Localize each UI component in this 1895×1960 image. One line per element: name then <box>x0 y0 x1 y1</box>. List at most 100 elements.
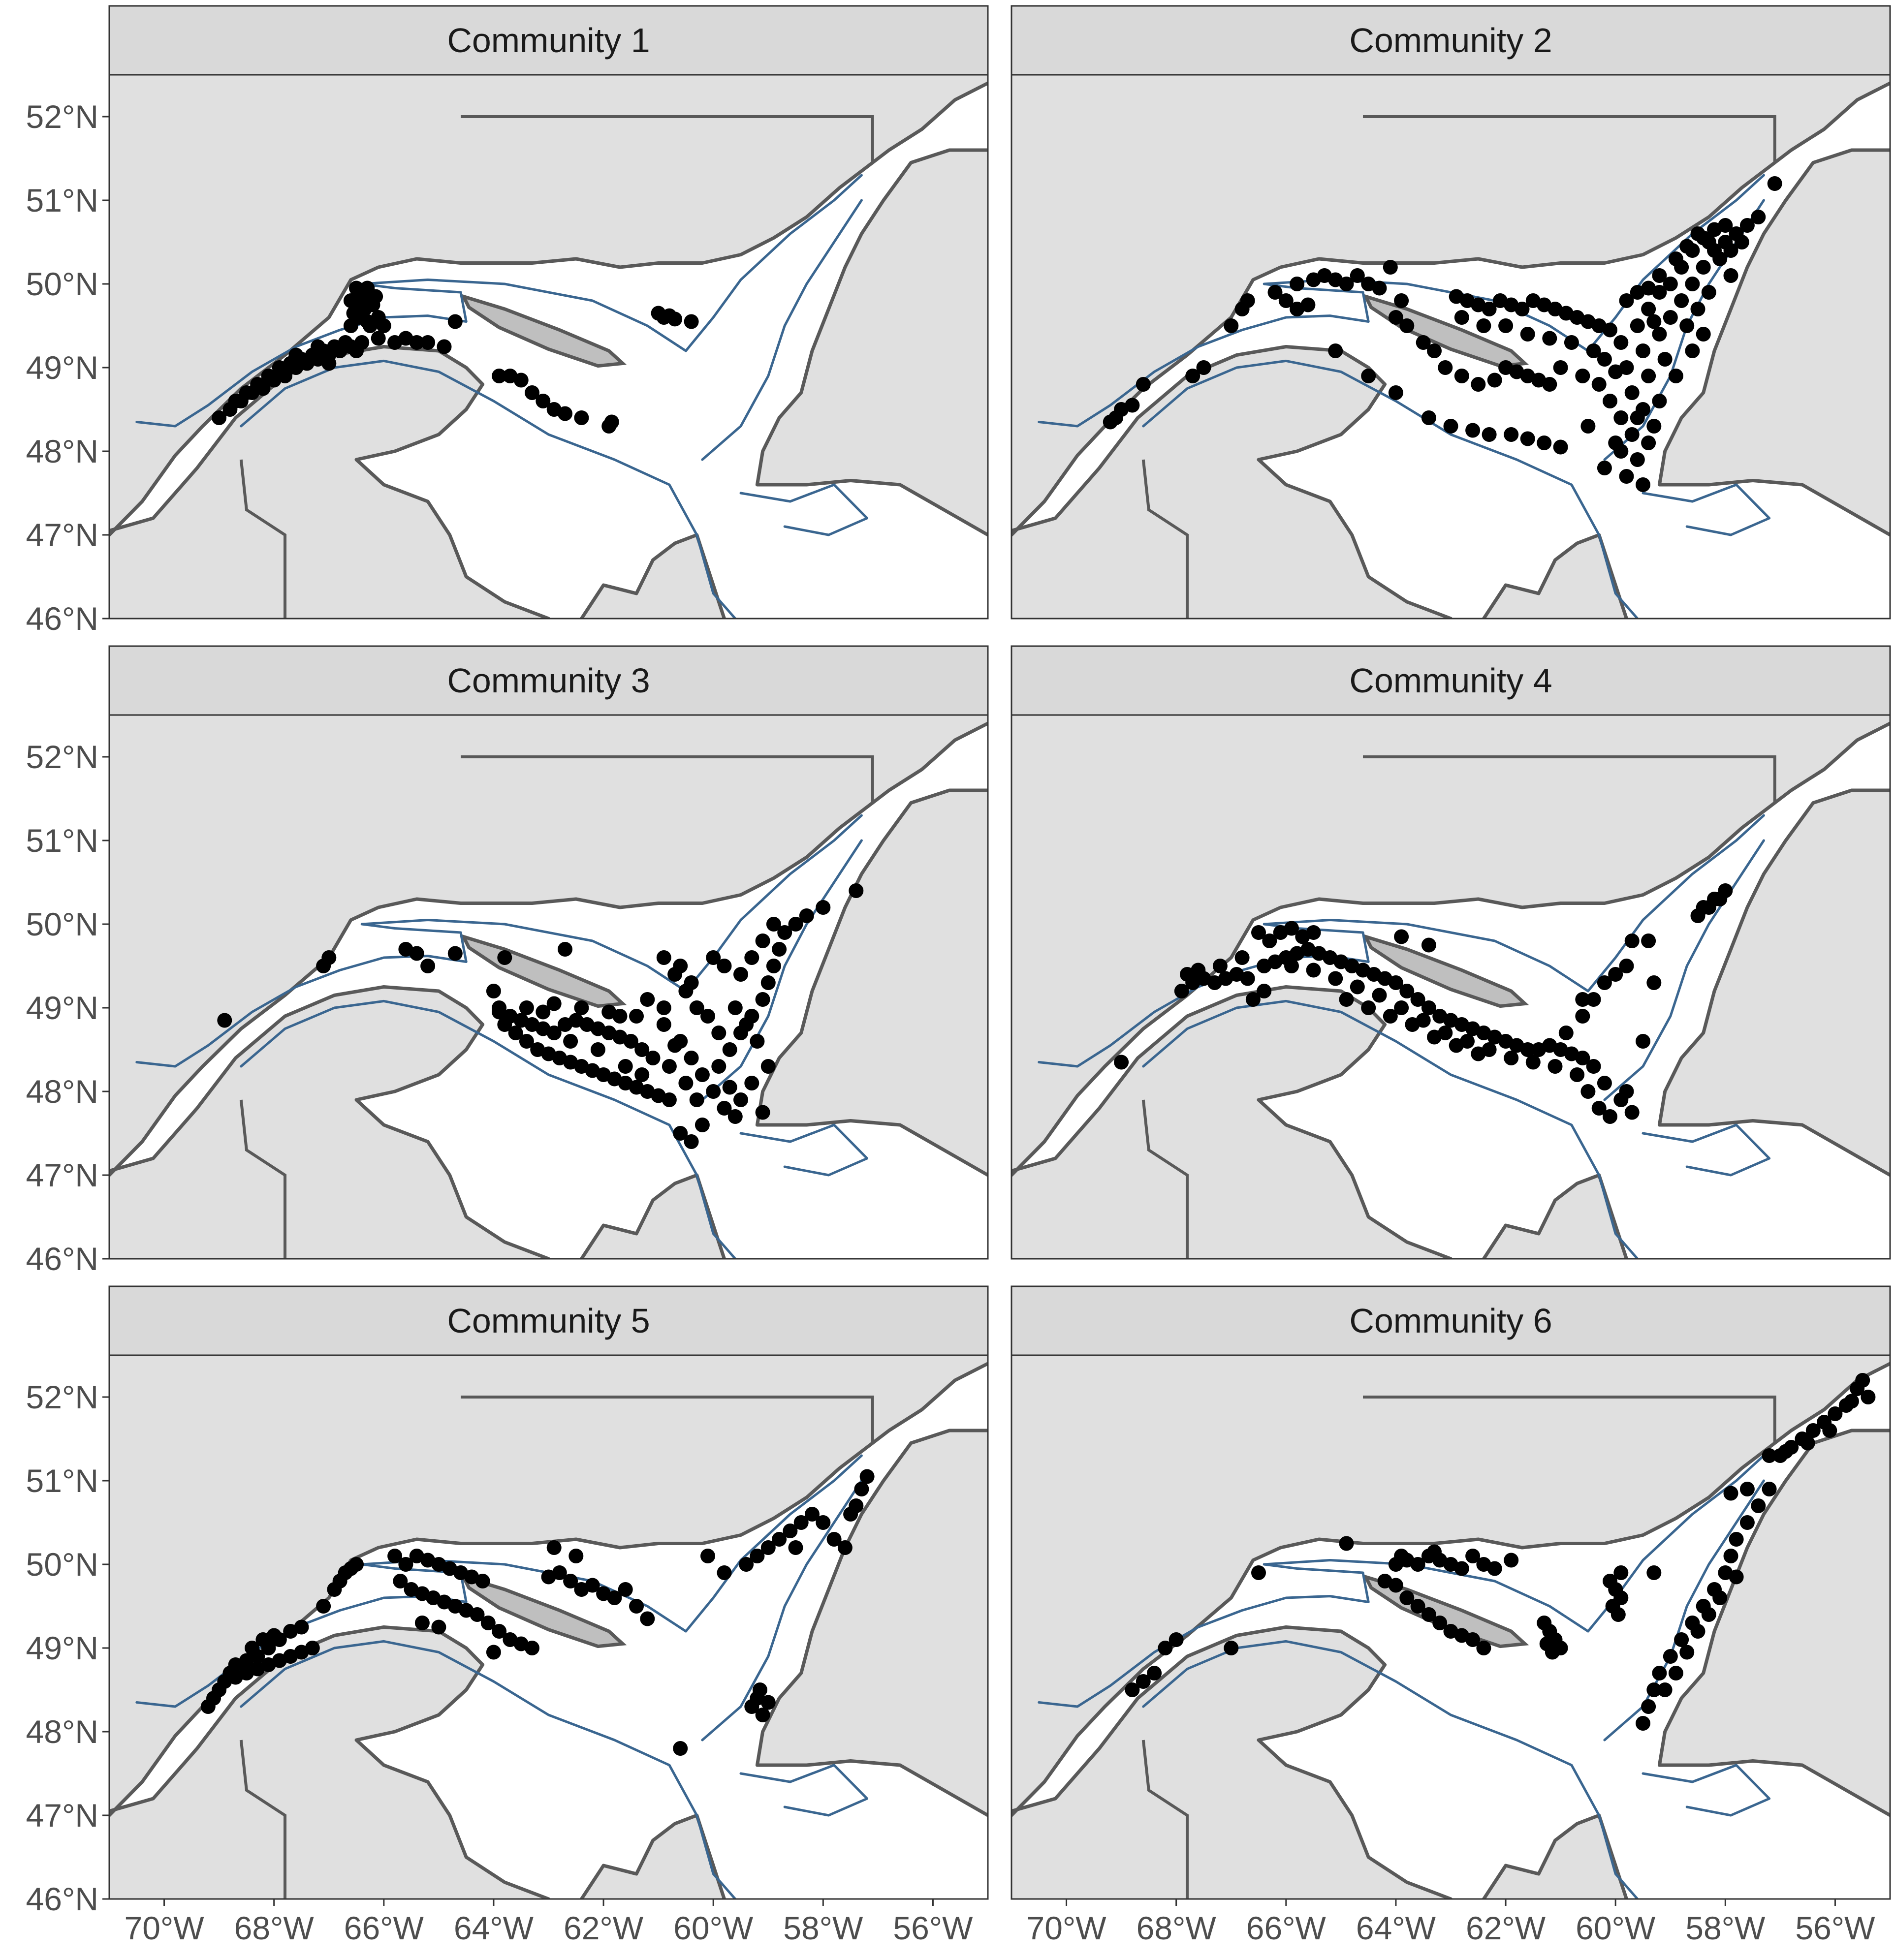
map-area <box>109 1355 988 1899</box>
data-point <box>1465 1549 1481 1563</box>
data-point <box>695 1118 710 1132</box>
data-point <box>1690 302 1706 316</box>
data-point <box>1674 1632 1689 1647</box>
data-point <box>1185 369 1200 383</box>
panel-border <box>108 74 989 620</box>
x-tick-label: 64°W <box>454 1910 534 1946</box>
data-point <box>310 339 325 354</box>
y-tick-label: 50°N <box>26 266 98 302</box>
province-border <box>239 1099 286 1259</box>
data-point <box>1707 892 1722 906</box>
coastline-north <box>109 81 988 537</box>
data-point <box>1739 1515 1755 1530</box>
data-point <box>393 1574 408 1588</box>
data-point <box>805 1507 820 1522</box>
data-point <box>1394 1000 1409 1015</box>
data-point <box>673 1741 688 1756</box>
land-newfoundland <box>1659 150 1890 535</box>
coastline-south <box>109 985 550 1259</box>
data-point <box>760 1540 776 1555</box>
x-tick-label: 56°W <box>1795 1910 1875 1946</box>
coastline-nova-scotia <box>1482 1813 1628 1899</box>
data-point <box>1762 1448 1777 1463</box>
data-point <box>1361 369 1376 383</box>
data-point <box>826 1532 842 1547</box>
data-point <box>1679 318 1695 333</box>
data-point <box>753 1682 767 1697</box>
data-point <box>1611 1607 1626 1622</box>
data-point <box>1410 1599 1425 1614</box>
data-point <box>733 967 748 982</box>
data-point <box>1586 992 1601 1007</box>
data-point <box>744 950 759 965</box>
data-point <box>1613 1565 1629 1580</box>
data-point <box>1762 1482 1777 1496</box>
coastline-north <box>1011 721 1890 1177</box>
data-point <box>788 1540 803 1555</box>
data-point <box>431 1619 446 1635</box>
data-point <box>1443 419 1458 434</box>
y-tick-label: 46°N <box>26 1881 98 1917</box>
data-point <box>1723 1486 1738 1501</box>
anticosti-island <box>460 293 627 368</box>
data-point <box>1388 975 1403 990</box>
data-point <box>684 314 699 329</box>
data-point <box>409 335 424 350</box>
data-point <box>1597 975 1612 990</box>
data-point <box>755 1105 770 1120</box>
isobath-line <box>1642 483 1771 536</box>
data-point <box>475 1574 490 1588</box>
isobath-line <box>701 199 863 461</box>
data-point <box>1525 1055 1541 1070</box>
panel-community-5: Community 5 46°N 47°N 48°N 49°N 50°N 51°N 52°N 7… <box>26 1285 989 1946</box>
province-border <box>1363 1396 1776 1443</box>
data-point <box>368 289 383 304</box>
data-point <box>492 1624 507 1639</box>
isobath-line <box>240 1640 737 1899</box>
land-south <box>1011 1627 1451 1899</box>
map-area <box>1011 1355 1890 1899</box>
y-tick-label: 52°N <box>26 98 98 135</box>
data-point <box>217 1013 232 1028</box>
data-point <box>711 1059 726 1074</box>
data-point <box>546 1540 562 1555</box>
panel-border <box>1011 1354 1891 1900</box>
isobath-line <box>739 1764 869 1817</box>
data-point <box>250 377 265 392</box>
data-point <box>1641 933 1656 948</box>
data-point <box>783 1524 798 1538</box>
data-point <box>1630 318 1645 333</box>
y-tick-label: 49°N <box>26 1630 98 1666</box>
data-point <box>486 984 501 998</box>
data-point <box>508 1026 523 1040</box>
data-point <box>1723 243 1738 258</box>
data-point <box>349 343 364 358</box>
data-point <box>414 1616 430 1630</box>
data-point <box>568 1549 584 1563</box>
y-tick-label: 52°N <box>26 1379 98 1415</box>
data-point <box>1646 314 1662 329</box>
data-point <box>1690 226 1706 241</box>
data-point <box>760 1059 776 1074</box>
data-point <box>590 1042 605 1057</box>
land-nova-scotia <box>1484 1815 1890 1899</box>
data-point <box>1570 1067 1585 1082</box>
data-point <box>1712 1590 1728 1605</box>
data-point <box>1427 343 1442 358</box>
data-point <box>1515 302 1530 316</box>
data-point <box>1114 1055 1129 1070</box>
data-point <box>1465 423 1481 438</box>
data-point <box>1432 1616 1448 1630</box>
data-point <box>321 950 337 965</box>
data-point <box>684 1134 699 1149</box>
data-point <box>1224 318 1239 333</box>
data-point <box>1136 377 1151 392</box>
y-tick-label: 48°N <box>26 433 98 469</box>
data-point <box>695 1067 710 1082</box>
data-point <box>766 959 781 973</box>
data-point <box>1597 1076 1612 1090</box>
data-point <box>859 1469 875 1484</box>
data-point <box>1196 360 1211 375</box>
data-point <box>1613 335 1629 350</box>
